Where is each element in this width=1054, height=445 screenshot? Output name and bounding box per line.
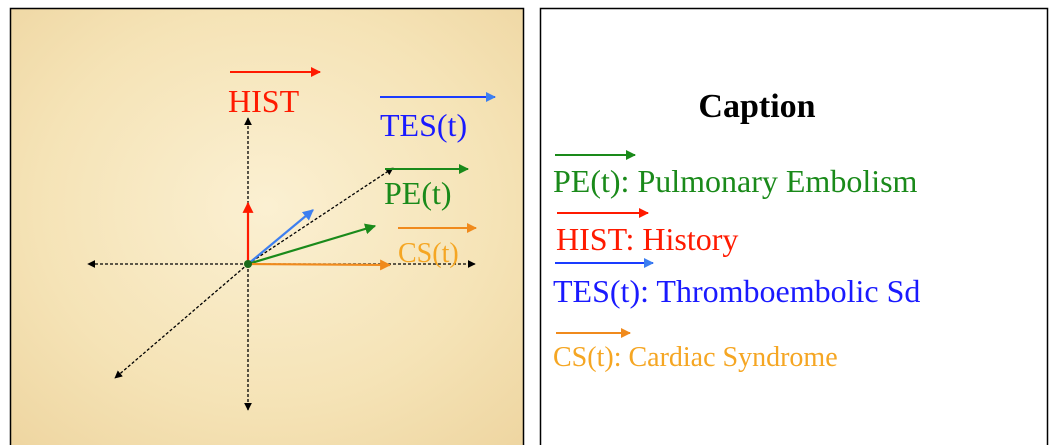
label-arrows: [230, 67, 496, 233]
diagram-panel: [9, 7, 525, 445]
vector-label: TES(t): [380, 107, 467, 143]
caption-entry: CS(t): Cardiac Syndrome: [553, 342, 838, 373]
vector-label: PE(t): [384, 175, 452, 211]
caption-entry: HIST: History: [556, 221, 738, 257]
origin: [244, 260, 252, 268]
caption-panel: [539, 7, 1049, 445]
caption-description: : History: [626, 221, 739, 257]
caption-description: : Thromboembolic Sd: [640, 273, 920, 309]
caption-description: : Cardiac Syndrome: [614, 342, 838, 373]
caption-symbol: PE(t): [553, 163, 621, 199]
caption-symbol: CS(t): [553, 342, 614, 373]
vector-label: CS(t): [398, 238, 459, 269]
caption-arrows: [555, 150, 654, 338]
caption-symbol: HIST: [556, 221, 628, 257]
caption-title: Caption: [698, 88, 815, 125]
caption-description: : Pulmonary Embolism: [621, 163, 918, 199]
caption-symbol: TES(t): [553, 273, 640, 309]
vector-label: HIST: [228, 83, 300, 119]
vectors: [242, 201, 392, 271]
caption-entry: PE(t): Pulmonary Embolism: [553, 163, 918, 199]
caption-entry: TES(t): Thromboembolic Sd: [553, 273, 920, 309]
